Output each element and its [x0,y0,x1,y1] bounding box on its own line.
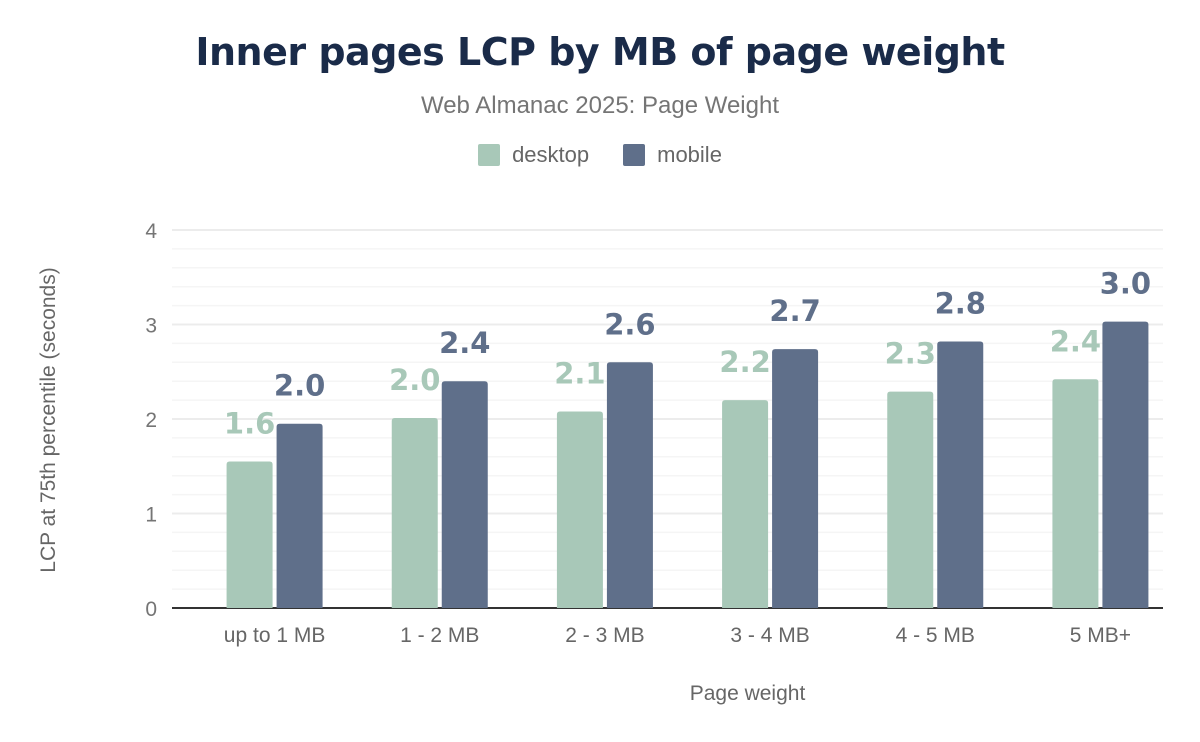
bar-mobile [606,362,653,608]
y-tick-label: 0 [145,598,157,621]
data-label-mobile: 2.8 [935,287,986,321]
bar-mobile [937,341,984,608]
data-label-mobile: 2.0 [274,369,325,403]
chart-subtitle: Web Almanac 2025: Page Weight [420,92,779,119]
bar-mobile [1102,321,1149,608]
data-label-desktop: 2.4 [1050,324,1101,358]
y-tick-label: 2 [145,409,157,432]
y-tick-label: 4 [145,220,157,243]
y-axis-title: LCP at 75th percentile (seconds) [37,267,60,572]
legend: desktop mobile [0,142,1200,168]
data-label-desktop: 2.3 [885,337,936,371]
data-label-desktop: 2.2 [719,345,770,379]
y-tick-label: 1 [145,504,157,527]
bar-desktop [226,461,273,608]
bar-desktop [887,391,934,608]
data-label-desktop: 1.6 [224,407,275,441]
bar-desktop [722,400,769,608]
y-tick-label: 3 [145,315,157,338]
data-label-mobile: 2.6 [604,307,655,341]
data-label-mobile: 2.4 [439,326,490,360]
bar-desktop [1052,379,1099,608]
x-tick-label: 1 - 2 MB [400,624,479,647]
legend-item-desktop[interactable]: desktop [478,142,589,168]
x-tick-label: 5 MB+ [1070,624,1131,647]
bar-desktop [391,418,438,608]
x-tick-label: 3 - 4 MB [730,624,809,647]
bar-mobile [441,381,488,608]
legend-swatch-desktop [478,144,501,166]
legend-label-desktop: desktop [512,142,590,167]
x-tick-label: 2 - 3 MB [565,624,644,647]
data-label-mobile: 2.7 [769,294,820,328]
legend-item-mobile[interactable]: mobile [623,142,722,168]
data-label-desktop: 2.0 [389,363,440,397]
x-axis-title: Page weight [690,682,806,705]
data-label-mobile: 3.0 [1100,267,1151,301]
bar-desktop [556,411,603,608]
legend-label-mobile: mobile [657,142,722,167]
data-label-desktop: 2.1 [554,356,605,390]
x-tick-label: 4 - 5 MB [896,624,975,647]
legend-swatch-mobile [623,144,646,166]
x-tick-label: up to 1 MB [224,624,326,647]
chart-title: Inner pages LCP by MB of page weight [195,30,1005,74]
bar-mobile [276,423,323,608]
bar-mobile [772,349,819,608]
